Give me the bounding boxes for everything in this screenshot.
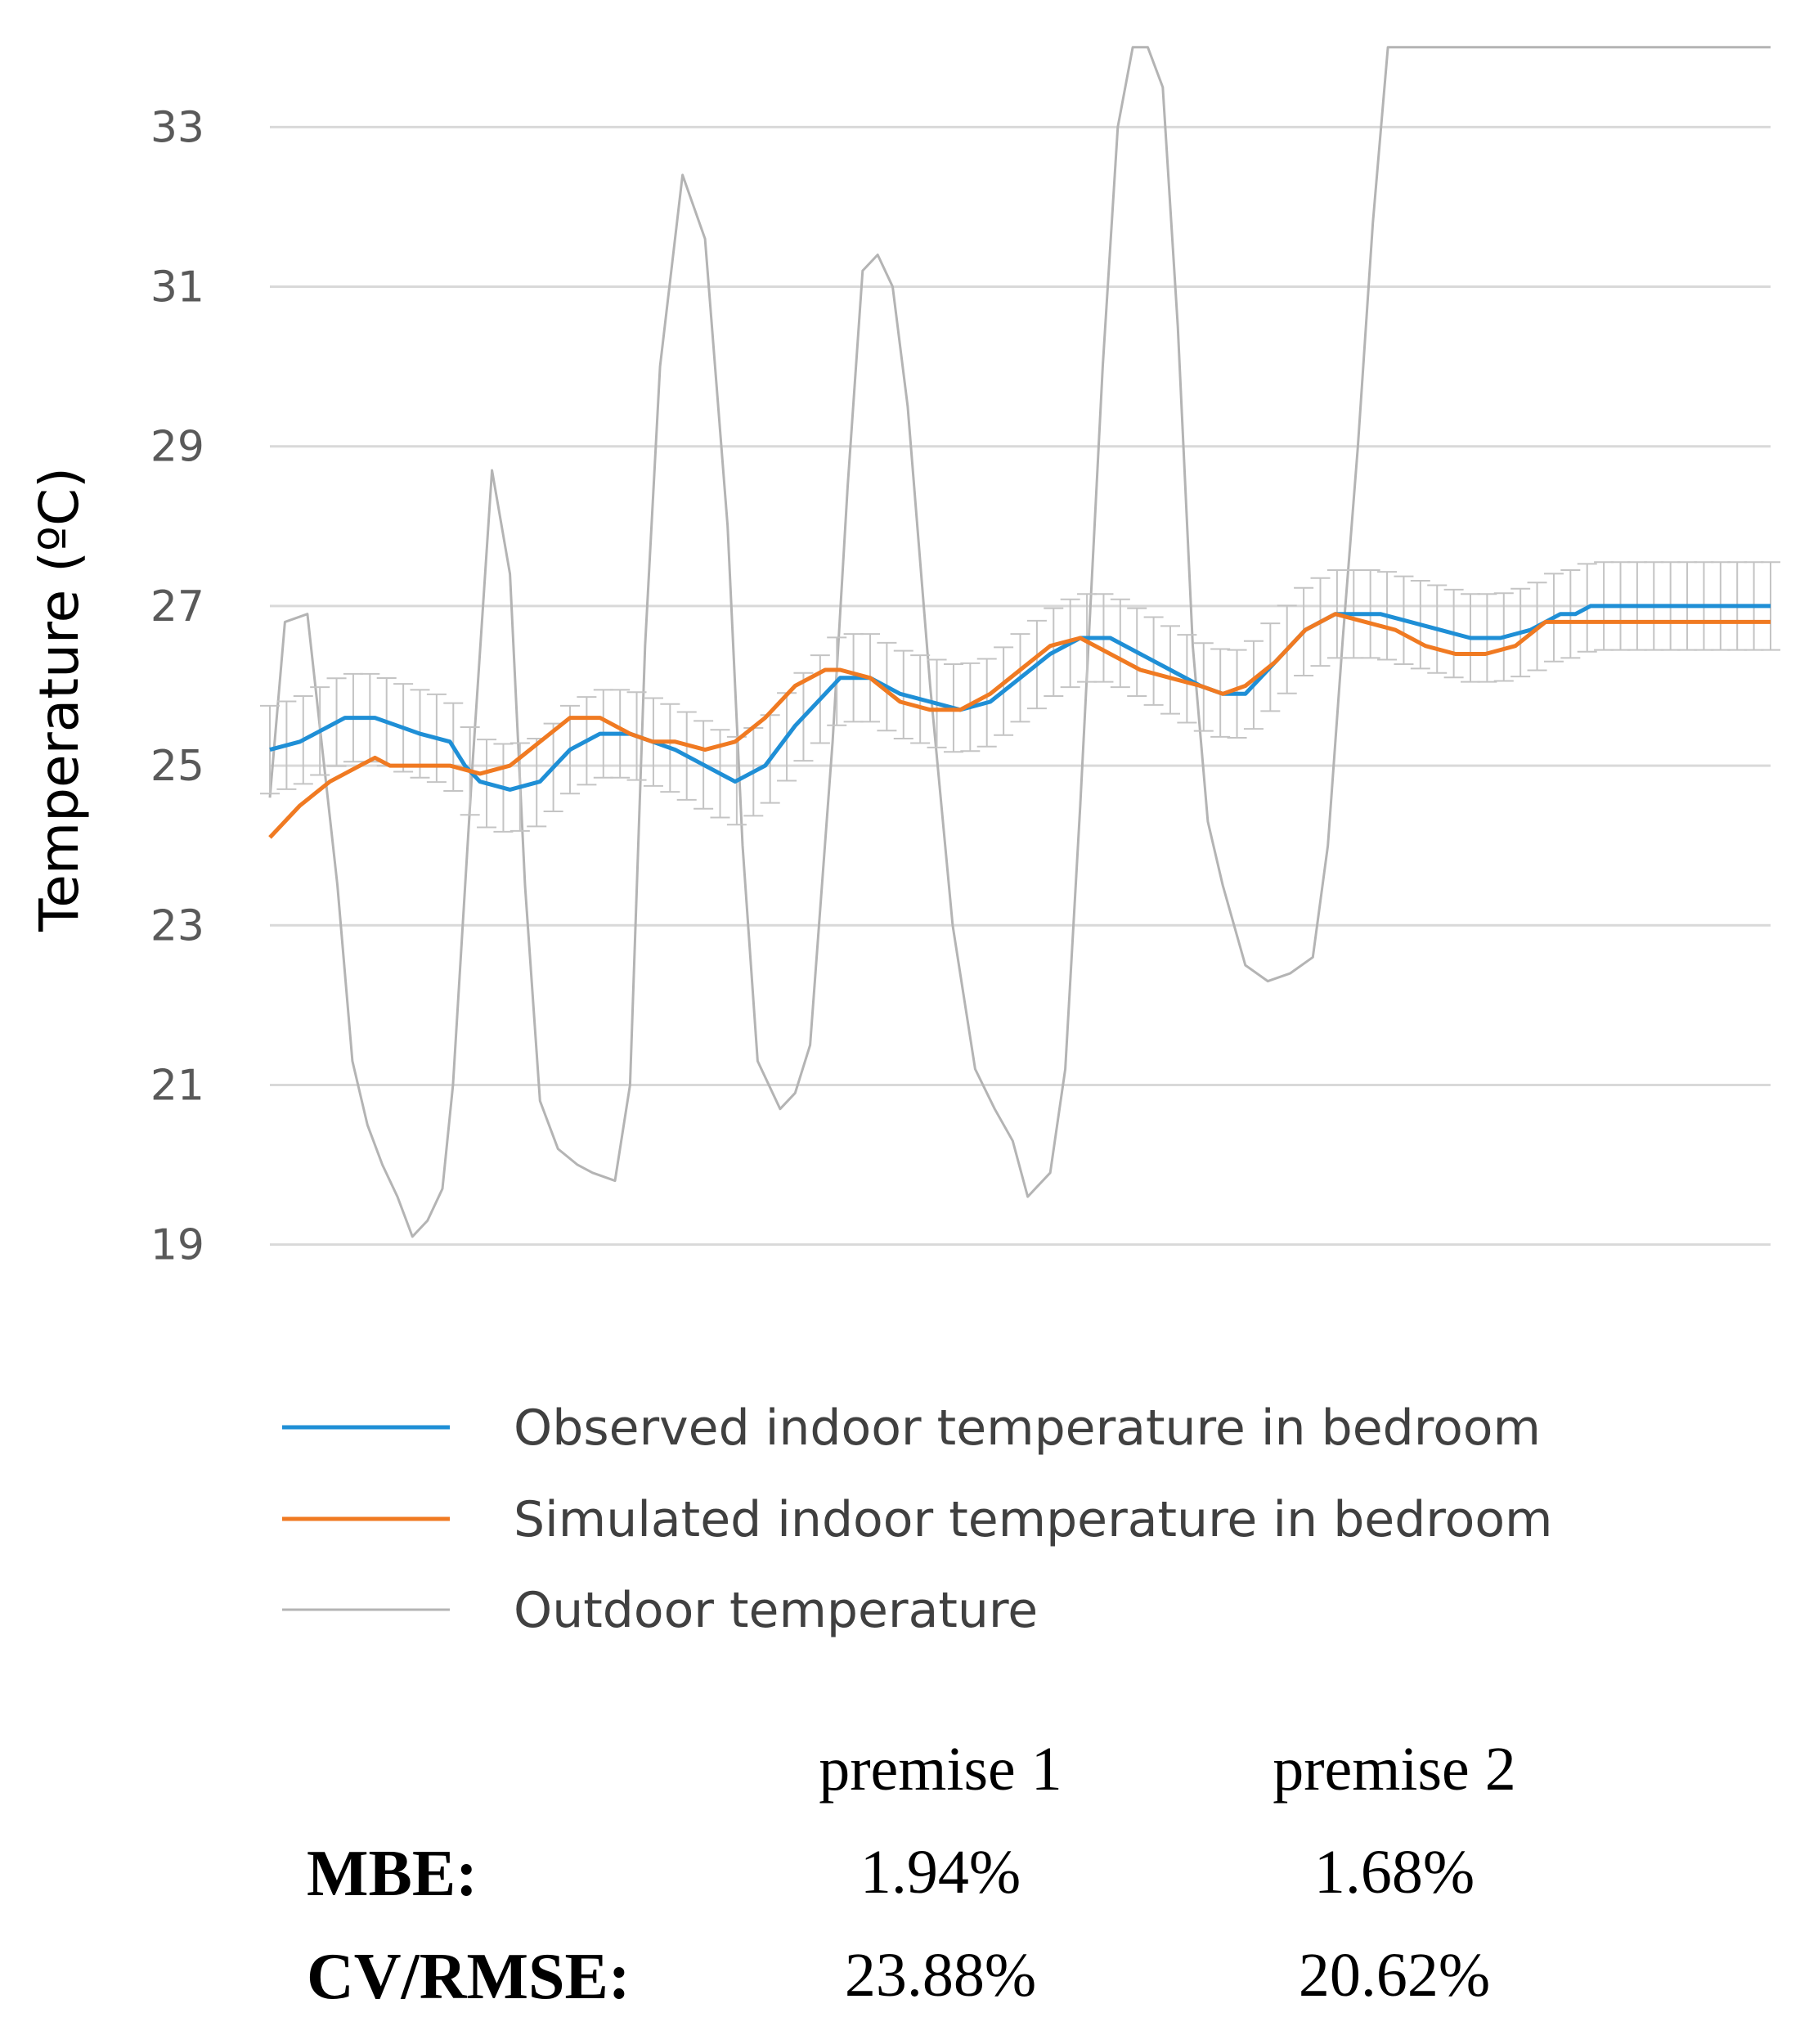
row-label-mbe: MBE: xyxy=(307,1838,478,1910)
y-tick-label-21: 21 xyxy=(150,1061,204,1110)
legend-simulated: Simulated indoor temperature in bedroom xyxy=(282,1491,1553,1548)
temperature-chart: 19 21 23 25 27 29 31 33 Temperature (ºC) Observ… xyxy=(28,46,1780,1639)
y-tick-label-29: 29 xyxy=(150,423,204,472)
mbe-premise-2: 1.68% xyxy=(1313,1838,1475,1907)
y-tick-label-23: 23 xyxy=(150,901,204,950)
y-tick-label-33: 33 xyxy=(150,103,204,152)
column-header-premise-2: premise 2 xyxy=(1273,1735,1516,1804)
legend-outdoor-label: Outdoor temperature xyxy=(514,1582,1038,1639)
series-outdoor-line xyxy=(268,46,1771,1238)
y-tick-label-31: 31 xyxy=(150,263,204,312)
y-tick-label-27: 27 xyxy=(150,582,204,631)
cv-rmse-premise-2: 20.62% xyxy=(1298,1941,1491,2010)
legend-outdoor: Outdoor temperature xyxy=(282,1582,1038,1639)
y-tick-labels: 19 21 23 25 27 29 31 33 xyxy=(150,103,204,1269)
legend-simulated-label: Simulated indoor temperature in bedroom xyxy=(514,1491,1553,1548)
observed-error-bars xyxy=(260,561,1780,833)
series-layer xyxy=(260,46,1780,1238)
row-label-cv-rmse: CV/RMSE: xyxy=(307,1941,631,2013)
error-metrics-table: premise 1 premise 2 MBE: 1.94% 1.68% CV/… xyxy=(0,1718,1800,2044)
legend-observed: Observed indoor temperature in bedroom xyxy=(282,1399,1541,1457)
y-tick-label-25: 25 xyxy=(150,742,204,791)
y-tick-label-19: 19 xyxy=(150,1221,204,1270)
legend: Observed indoor temperature in bedroom Si… xyxy=(282,1399,1553,1639)
series-observed-indoor-line xyxy=(269,604,1771,792)
mbe-premise-1: 1.94% xyxy=(860,1838,1021,1907)
cv-rmse-premise-1: 23.88% xyxy=(844,1941,1037,2010)
series-simulated-indoor-line xyxy=(268,612,1771,839)
column-header-premise-1: premise 1 xyxy=(819,1735,1062,1804)
legend-observed-label: Observed indoor temperature in bedroom xyxy=(514,1399,1541,1457)
y-axis-title: Temperature (ºC) xyxy=(28,467,91,932)
